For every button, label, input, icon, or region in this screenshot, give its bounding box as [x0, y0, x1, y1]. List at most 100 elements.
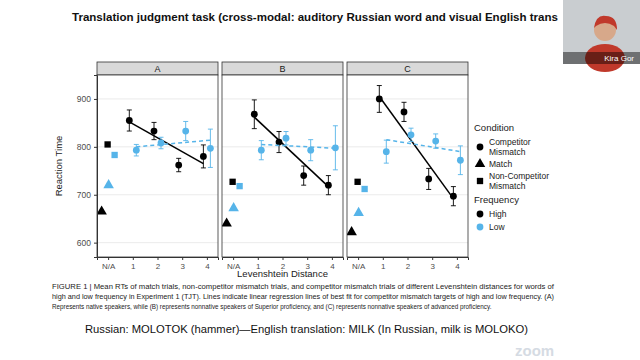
point: [236, 183, 242, 189]
x-axis-line: [98, 258, 219, 261]
y-tick: 600: [77, 238, 97, 248]
point: [361, 186, 367, 192]
panel-frame: [222, 75, 343, 257]
x-tick-label: 3: [180, 262, 185, 271]
x-tick: 1: [381, 257, 386, 271]
x-tick: 2: [156, 257, 161, 271]
point: [97, 205, 107, 214]
panel-frame: [347, 75, 468, 257]
x-tick-mark: [283, 257, 284, 260]
x-tick-label: 2: [156, 262, 161, 271]
plot-background: [97, 75, 218, 257]
legend-symbol: [477, 178, 483, 184]
point: [133, 147, 140, 154]
video-background: [563, 0, 640, 64]
point: [222, 217, 232, 226]
video-person-hair: [594, 16, 617, 30]
panel-title: B: [279, 64, 285, 74]
grid-line: [222, 98, 343, 99]
legend-symbol: [477, 224, 484, 231]
marks: [97, 110, 214, 215]
x-tick-mark: [432, 257, 433, 260]
marks: [222, 100, 339, 227]
legend-label: Non-CompetitorMismatch: [489, 171, 549, 191]
x-tick: 4: [205, 257, 210, 271]
point: [354, 179, 360, 185]
x-tick-mark: [332, 257, 333, 260]
error-bar: [159, 137, 164, 148]
point: [353, 207, 364, 216]
x-axis-title: Levenshtein Distance: [237, 268, 328, 279]
x-tick-label: 3: [430, 262, 435, 271]
y-tick-label: 600: [77, 238, 91, 248]
regression-line: [129, 122, 203, 164]
point: [229, 179, 235, 185]
x-tick: 4: [455, 257, 460, 271]
y-tick-label: 800: [77, 142, 91, 152]
x-tick: N/A: [102, 257, 116, 271]
point: [347, 226, 357, 235]
y-tick: 800: [77, 142, 97, 152]
y-tick-mark: [94, 99, 97, 100]
x-tick: 1: [131, 257, 136, 271]
point: [401, 108, 408, 115]
marks: [347, 86, 464, 236]
point: [425, 176, 432, 183]
legend-label: CompetitorMismatch: [489, 137, 531, 157]
x-axis-line: [223, 258, 344, 261]
point: [111, 152, 117, 158]
regression-line: [386, 140, 460, 152]
x-tick-mark: [457, 257, 458, 260]
legend-label: Low: [489, 222, 505, 232]
grid-line: [97, 194, 218, 195]
x-tick-mark: [258, 257, 259, 260]
point: [103, 179, 114, 188]
error-bar: [259, 141, 264, 160]
regression-line: [261, 144, 335, 148]
y-tick-mark: [94, 195, 97, 196]
point: [251, 111, 258, 118]
error-bar: [176, 158, 181, 171]
point: [200, 153, 207, 160]
point: [182, 128, 189, 135]
point: [104, 141, 110, 147]
y-tick: 700: [77, 190, 97, 200]
x-tick-mark: [158, 257, 159, 260]
grid-line: [347, 242, 468, 243]
error-bar: [208, 129, 213, 167]
x-tick-label: 4: [455, 262, 460, 271]
x-tick-label: 2: [406, 262, 411, 271]
point: [258, 147, 265, 154]
x-tick-label: N/A: [102, 262, 116, 271]
regression-line: [254, 117, 328, 186]
x-tick-mark: [383, 257, 384, 260]
grid-line: [222, 242, 343, 243]
panel-strip: [97, 62, 218, 75]
y-tick-mark: [94, 147, 97, 148]
x-tick: 4: [330, 257, 335, 271]
plot-background: [222, 75, 343, 257]
grid-line: [347, 146, 468, 147]
error-bar: [433, 134, 438, 148]
x-tick-label: 1: [381, 262, 386, 271]
legend-title: Condition: [474, 122, 514, 133]
x-tick: N/A: [352, 257, 366, 271]
x-tick-mark: [133, 257, 134, 260]
watermark: zoom: [515, 342, 554, 359]
x-tick-mark: [233, 257, 234, 260]
point: [300, 172, 307, 179]
panel-title: A: [154, 64, 160, 74]
x-tick: 3: [180, 257, 185, 271]
x-tick: 3: [430, 257, 435, 271]
point: [175, 162, 182, 169]
point: [283, 135, 290, 142]
y-tick-label: 700: [77, 190, 91, 200]
error-bar: [201, 145, 206, 168]
error-bar: [308, 140, 313, 161]
x-tick-mark: [358, 257, 359, 260]
footnote: Russian: MOLOTOK (hammer)—English transl…: [85, 323, 528, 335]
legend-symbol: [475, 158, 486, 167]
x-axis: N/A 1 2 3 4: [348, 257, 469, 271]
error-bar: [252, 100, 257, 129]
panel-strip: [347, 62, 468, 75]
